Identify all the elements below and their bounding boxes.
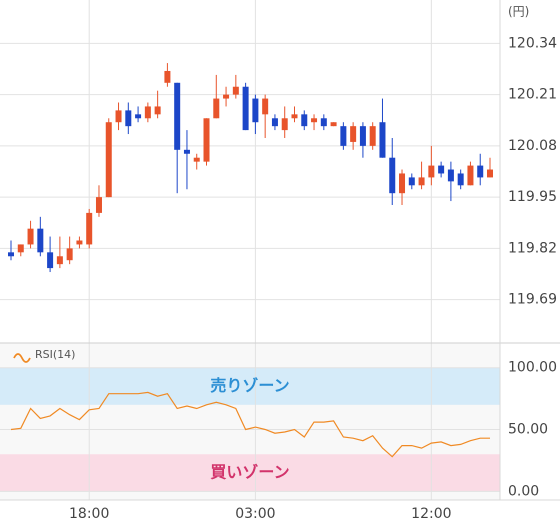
- y-tick-label: 120.21: [508, 87, 557, 103]
- candle-body: [438, 165, 445, 174]
- y-tick-label: 120.34: [508, 35, 557, 51]
- candle-body: [86, 212, 93, 245]
- candle-body: [183, 149, 190, 154]
- candle-body: [399, 173, 406, 194]
- y-tick-label: 120.08: [508, 138, 557, 154]
- zone-band: [0, 367, 500, 405]
- candle-body: [8, 252, 14, 257]
- candle-body: [379, 122, 386, 158]
- candle-body: [389, 157, 396, 194]
- x-tick-label: 18:00: [69, 506, 109, 522]
- y-unit: (円): [508, 5, 529, 19]
- y-tick-label: 0.00: [508, 483, 539, 499]
- candle-body: [174, 82, 181, 150]
- candle-body: [281, 118, 288, 131]
- legend-icon: [13, 353, 31, 363]
- x-tick-label: 12:00: [411, 506, 451, 522]
- rsi-line: [10, 391, 490, 458]
- candle-body: [154, 106, 161, 115]
- candle-body: [135, 114, 142, 119]
- candle-body: [487, 169, 493, 178]
- candle-body: [105, 122, 112, 198]
- grid: [0, 0, 560, 501]
- candle-body: [408, 177, 415, 186]
- candle-body: [340, 126, 347, 146]
- candle-body: [291, 114, 298, 119]
- candle-body: [144, 106, 151, 119]
- zone-label: 売りゾーン: [210, 376, 289, 395]
- candle-body: [477, 165, 484, 178]
- candle-body: [271, 118, 278, 127]
- candle-body: [252, 98, 259, 123]
- candle-body: [301, 114, 308, 127]
- candle-body: [428, 165, 435, 178]
- candle-body: [447, 169, 454, 182]
- candle-body: [457, 173, 464, 186]
- candle-body: [203, 118, 210, 162]
- candle-body: [418, 177, 425, 186]
- candle-body: [95, 197, 102, 213]
- y-tick-label: 119.82: [508, 240, 557, 256]
- candle-body: [213, 98, 220, 119]
- zone-band: [0, 454, 500, 492]
- candle-body: [56, 256, 63, 265]
- candle-body: [262, 98, 269, 115]
- candle-body: [311, 118, 318, 123]
- candle-body: [125, 110, 132, 127]
- zone-label: 買いゾーン: [210, 462, 289, 481]
- candle-body: [17, 244, 24, 253]
- y-tick-label: 50.00: [508, 422, 548, 438]
- candle-body: [242, 86, 249, 131]
- candle-body: [320, 118, 327, 127]
- legend-label: RSI(14): [35, 348, 75, 361]
- candle-body: [66, 248, 73, 261]
- candle-body: [47, 252, 54, 269]
- x-tick-label: 03:00: [235, 506, 275, 522]
- candle-body: [27, 228, 34, 245]
- candle-body: [223, 94, 230, 99]
- candle-body: [232, 86, 239, 95]
- candle-body: [164, 70, 171, 83]
- candle-body: [115, 110, 122, 123]
- candle-body: [467, 165, 474, 186]
- y-tick-label: 100.00: [508, 360, 557, 376]
- candle-body: [359, 126, 366, 146]
- y-tick-label: 119.69: [508, 292, 557, 308]
- y-tick-label: 119.95: [508, 189, 557, 205]
- candle-body: [193, 157, 200, 162]
- marks: [8, 63, 493, 458]
- candle-body: [330, 122, 337, 127]
- candle-body: [76, 240, 83, 245]
- candle-body: [369, 126, 376, 146]
- candle-body: [350, 126, 357, 142]
- candle-body: [37, 228, 44, 253]
